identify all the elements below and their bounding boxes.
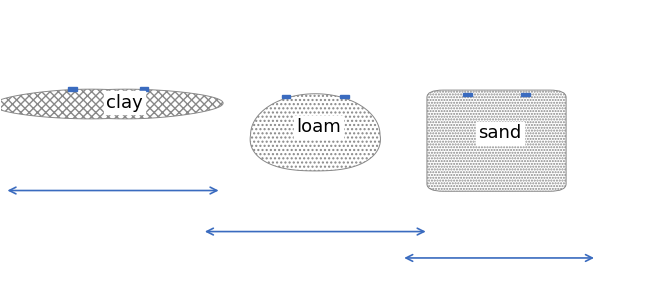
FancyBboxPatch shape (427, 90, 566, 191)
Text: sand: sand (478, 124, 521, 142)
Text: loam: loam (296, 118, 341, 136)
Bar (68, 87, 77, 91)
Bar (140, 87, 148, 91)
Bar (282, 94, 291, 98)
Polygon shape (250, 94, 380, 171)
Polygon shape (0, 89, 223, 119)
Bar (340, 94, 348, 98)
Bar (463, 93, 472, 96)
Bar (521, 93, 530, 96)
Text: clay: clay (106, 94, 143, 112)
